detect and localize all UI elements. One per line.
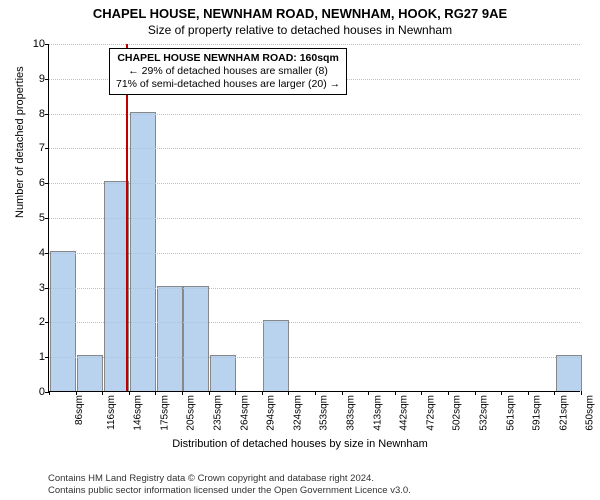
page-title: CHAPEL HOUSE, NEWNHAM ROAD, NEWNHAM, HOO… bbox=[0, 0, 600, 21]
y-tick-label: 4 bbox=[29, 247, 45, 259]
x-tick-label: 324sqm bbox=[292, 395, 303, 431]
x-tick-label: 621sqm bbox=[558, 395, 569, 431]
x-tick-mark bbox=[315, 391, 316, 395]
x-tick-mark bbox=[368, 391, 369, 395]
x-tick-label: 86sqm bbox=[74, 395, 85, 425]
gridline bbox=[49, 253, 580, 254]
footnote: Contains HM Land Registry data © Crown c… bbox=[48, 473, 411, 496]
y-tick-label: 10 bbox=[29, 38, 45, 50]
footnote-line-1: Contains HM Land Registry data © Crown c… bbox=[48, 473, 411, 484]
footnote-line-2: Contains public sector information licen… bbox=[48, 485, 411, 496]
x-tick-label: 175sqm bbox=[159, 395, 170, 431]
histogram-chart: 01234567891086sqm116sqm146sqm175sqm205sq… bbox=[48, 44, 580, 392]
gridline bbox=[49, 183, 580, 184]
x-tick-mark bbox=[501, 391, 502, 395]
gridline bbox=[49, 114, 580, 115]
x-tick-mark bbox=[528, 391, 529, 395]
histogram-bar bbox=[50, 251, 76, 391]
annotation-line-2: ← 29% of detached houses are smaller (8) bbox=[116, 65, 340, 78]
histogram-bar bbox=[157, 286, 183, 391]
x-tick-mark bbox=[288, 391, 289, 395]
histogram-bar bbox=[183, 286, 209, 391]
marker-line bbox=[126, 44, 128, 391]
annotation-line-1: CHAPEL HOUSE NEWNHAM ROAD: 160sqm bbox=[116, 52, 340, 65]
gridline bbox=[49, 357, 580, 358]
x-tick-mark bbox=[448, 391, 449, 395]
annotation-box: CHAPEL HOUSE NEWNHAM ROAD: 160sqm← 29% o… bbox=[109, 48, 347, 95]
gridline bbox=[49, 148, 580, 149]
x-tick-mark bbox=[76, 391, 77, 395]
y-tick-label: 0 bbox=[29, 386, 45, 398]
page-subtitle: Size of property relative to detached ho… bbox=[0, 21, 600, 41]
x-tick-mark bbox=[342, 391, 343, 395]
x-tick-label: 205sqm bbox=[186, 395, 197, 431]
x-tick-label: 264sqm bbox=[239, 395, 250, 431]
y-tick-label: 2 bbox=[29, 316, 45, 328]
y-tick-label: 6 bbox=[29, 177, 45, 189]
x-tick-label: 442sqm bbox=[399, 395, 410, 431]
y-tick-label: 1 bbox=[29, 351, 45, 363]
x-axis-label: Distribution of detached houses by size … bbox=[0, 438, 600, 450]
x-tick-label: 235sqm bbox=[213, 395, 224, 431]
x-tick-mark bbox=[182, 391, 183, 395]
x-tick-label: 650sqm bbox=[585, 395, 596, 431]
x-tick-mark bbox=[262, 391, 263, 395]
x-tick-mark bbox=[395, 391, 396, 395]
y-axis-label: Number of detached properties bbox=[14, 66, 26, 218]
y-tick-label: 7 bbox=[29, 142, 45, 154]
histogram-bar bbox=[556, 355, 582, 391]
gridline bbox=[49, 218, 580, 219]
plot-area: 01234567891086sqm116sqm146sqm175sqm205sq… bbox=[48, 44, 580, 392]
x-tick-label: 591sqm bbox=[532, 395, 543, 431]
x-tick-label: 116sqm bbox=[105, 395, 116, 430]
histogram-bar bbox=[130, 112, 156, 391]
histogram-bar bbox=[77, 355, 103, 391]
x-tick-mark bbox=[209, 391, 210, 395]
x-tick-label: 353sqm bbox=[319, 395, 330, 431]
x-tick-mark bbox=[49, 391, 50, 395]
x-tick-mark bbox=[155, 391, 156, 395]
x-tick-mark bbox=[235, 391, 236, 395]
x-tick-label: 413sqm bbox=[372, 395, 383, 431]
x-tick-label: 294sqm bbox=[266, 395, 277, 431]
gridline bbox=[49, 44, 580, 45]
x-tick-label: 472sqm bbox=[425, 395, 436, 431]
x-tick-mark bbox=[102, 391, 103, 395]
histogram-bar bbox=[263, 320, 289, 391]
annotation-line-3: 71% of semi-detached houses are larger (… bbox=[116, 78, 340, 91]
x-tick-label: 532sqm bbox=[479, 395, 490, 431]
gridline bbox=[49, 322, 580, 323]
y-tick-label: 9 bbox=[29, 73, 45, 85]
x-tick-mark bbox=[421, 391, 422, 395]
x-tick-mark bbox=[554, 391, 555, 395]
histogram-bar bbox=[210, 355, 236, 391]
x-tick-label: 502sqm bbox=[452, 395, 463, 431]
y-tick-label: 5 bbox=[29, 212, 45, 224]
x-tick-label: 561sqm bbox=[505, 395, 516, 431]
x-tick-label: 383sqm bbox=[346, 395, 357, 431]
x-tick-mark bbox=[129, 391, 130, 395]
y-tick-label: 3 bbox=[29, 282, 45, 294]
gridline bbox=[49, 288, 580, 289]
x-tick-mark bbox=[581, 391, 582, 395]
x-tick-label: 146sqm bbox=[133, 395, 144, 431]
x-tick-mark bbox=[475, 391, 476, 395]
y-tick-label: 8 bbox=[29, 108, 45, 120]
